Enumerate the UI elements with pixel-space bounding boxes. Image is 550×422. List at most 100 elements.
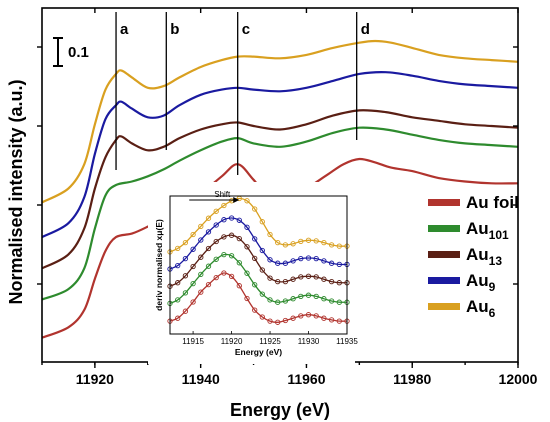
inset-point: [328, 242, 335, 248]
inset-point: [275, 239, 281, 246]
inset-point: [190, 299, 196, 305]
inset-point: [182, 239, 189, 246]
inset-point: [275, 260, 281, 266]
inset-point: [190, 263, 196, 270]
legend-swatch-2: [428, 225, 460, 232]
inset-x-tick-label: 11920: [221, 337, 243, 346]
inset-y-axis-label: deriv normalised xμ(E): [154, 219, 164, 311]
legend-label-5: Au6: [466, 297, 496, 320]
inset-point: [252, 206, 258, 212]
inset-point: [259, 247, 265, 254]
legend-label-1: Au foil: [466, 193, 519, 212]
inset-point: [221, 217, 227, 223]
inset-point: [305, 292, 312, 298]
energy-markers: a b c d: [115, 12, 370, 175]
inset-point: [228, 232, 235, 238]
marker-label-c: c: [242, 21, 250, 38]
inset-x-tick-label: 11915: [182, 337, 204, 346]
inset-point: [175, 280, 181, 286]
series-line-2: [41, 126, 519, 301]
inset-point: [321, 315, 327, 321]
inset-x-ticks: 11915 11920 11925 11930 11935: [182, 331, 358, 346]
inset-point: [252, 255, 258, 262]
inset-series-line-4: [169, 217, 348, 270]
inset-series-line-3: [169, 234, 348, 287]
inset-point: [228, 273, 235, 280]
inset-background: [148, 182, 355, 364]
inset-point: [298, 313, 304, 319]
inset-point: [313, 293, 319, 300]
inset-point: [328, 317, 335, 323]
series-line-4: [41, 71, 519, 239]
inset-series-line-1: [169, 272, 348, 323]
inset-point: [252, 282, 258, 288]
x-tick-label: 11940: [182, 371, 220, 387]
inset-point: [336, 243, 342, 249]
x-tick-label: 11920: [76, 371, 114, 387]
inset-point: [198, 254, 204, 260]
inset-point: [305, 312, 312, 318]
scale-bar-label: 0.1: [68, 44, 89, 61]
inset-point: [336, 280, 342, 286]
inset-point: [321, 276, 327, 282]
inset-point: [198, 237, 204, 243]
inset-point: [282, 317, 289, 324]
inset-point: [313, 313, 319, 319]
series-line-3: [41, 109, 519, 270]
legend-swatch-3: [428, 251, 460, 258]
inset-point: [321, 239, 327, 246]
inset-point: [259, 291, 265, 297]
inset-point: [313, 255, 319, 262]
inset-point: [213, 238, 219, 245]
inset-point: [290, 258, 296, 264]
inset-point: [336, 318, 342, 324]
shift-label: Shift: [214, 190, 231, 199]
inset-point: [252, 307, 258, 313]
inset-point: [321, 258, 327, 264]
legend-swatch-4: [428, 277, 460, 284]
inset-point: [298, 293, 304, 300]
inset-point: [190, 231, 196, 238]
inset-point: [313, 274, 319, 280]
inset-point: [252, 236, 258, 242]
inset-frame: [169, 195, 348, 335]
legend-label-2: Au101: [466, 219, 509, 242]
inset-point: [328, 278, 335, 285]
inset-point: [290, 296, 296, 302]
inset-point: [267, 257, 273, 263]
inset-point: [282, 298, 289, 304]
x-axis-label: Energy (eV): [230, 400, 330, 420]
inset-x-tick-label: 11930: [298, 337, 320, 346]
inset-point: [267, 275, 273, 281]
inset-x-tick-label: 11935: [336, 337, 358, 346]
inset-point: [290, 241, 296, 247]
inset-point: [282, 260, 289, 266]
inset-point: [298, 255, 304, 262]
main-series-group: [41, 39, 519, 339]
inset-point: [190, 246, 196, 252]
inset-point: [190, 280, 196, 287]
inset-point: [221, 202, 227, 209]
inset-point: [290, 276, 296, 282]
inset-point: [244, 224, 250, 230]
inset-point: [290, 315, 296, 321]
y-axis-label: Normalised intensity (a.u.): [6, 79, 26, 304]
inset-point: [275, 319, 281, 325]
inset-point: [213, 208, 219, 214]
inset-point: [175, 245, 181, 252]
inset-point: [205, 229, 212, 235]
legend-label-3: Au13: [466, 245, 502, 268]
inset-point: [182, 308, 189, 314]
inset-point: [282, 242, 289, 248]
inset-point: [321, 296, 327, 302]
inset-point: [236, 283, 242, 289]
inset-series-line-5: [169, 197, 348, 253]
inset-point: [259, 314, 265, 320]
x-tick-label: 12000: [499, 371, 538, 387]
inset-point: [228, 215, 235, 221]
inset-plot: 11915 11920 11925 11930 11935 Energy (eV) de…: [148, 182, 358, 364]
inset-point: [328, 260, 335, 266]
marker-label-b: b: [170, 21, 179, 38]
inset-point: [175, 297, 181, 303]
